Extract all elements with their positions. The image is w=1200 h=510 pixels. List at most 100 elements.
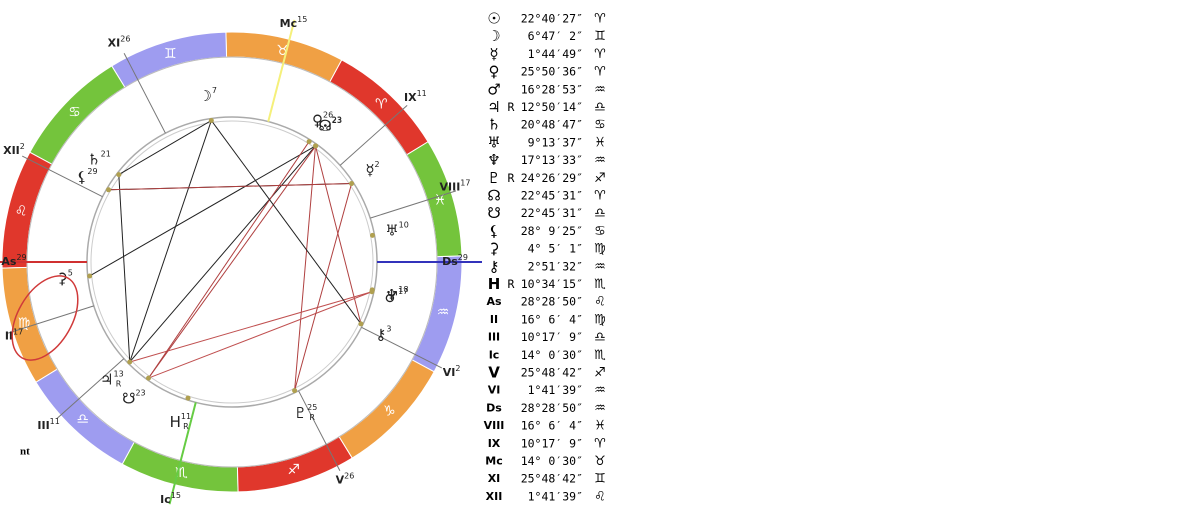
- footer-text: nt: [20, 446, 30, 458]
- planet-dot: [185, 395, 191, 401]
- planet-glyph: ♃: [100, 370, 113, 388]
- planet-glyph: ⚳: [57, 269, 68, 287]
- house-name: As: [1, 255, 17, 268]
- row-position: 20°48′47″: [521, 118, 583, 132]
- house-label: VIII17: [440, 178, 471, 194]
- row-position: 24°26′29″: [521, 171, 583, 185]
- sign-glyph: ♋: [68, 105, 81, 121]
- row-retro: R: [508, 100, 515, 114]
- row-sign: ♈: [594, 189, 606, 204]
- planet-glyph: ☊: [318, 116, 331, 134]
- row-symbol: ☿: [489, 45, 498, 63]
- row-symbol: XI: [488, 472, 501, 485]
- planet-glyph: ♆: [385, 285, 398, 303]
- planet-label: ♇25 R: [294, 403, 318, 422]
- planet-glyph: ☿: [365, 160, 374, 178]
- house-cusp: [361, 326, 443, 369]
- house-cusp: [21, 155, 103, 198]
- aspect-line: [108, 183, 352, 191]
- row-position: 16°28′53″: [521, 82, 583, 96]
- row-sign: ♎: [594, 206, 606, 221]
- row-symbol: ♄: [487, 116, 500, 134]
- aspect-line: [129, 120, 212, 363]
- row-sign: ♏: [594, 348, 606, 363]
- row-symbol: Mc: [485, 455, 502, 468]
- planet-degree: 7: [212, 85, 217, 94]
- planet-label: ☿2: [365, 159, 379, 178]
- house-name: V: [336, 474, 345, 487]
- planet-dot: [106, 187, 112, 193]
- planet-degree: 21: [101, 149, 111, 158]
- planet-retro: R: [116, 379, 122, 388]
- planet-retro: R: [309, 413, 315, 422]
- row-position: 6°47′ 2″: [528, 29, 583, 43]
- aspect-line: [148, 291, 373, 379]
- house-cusp: [298, 390, 341, 471]
- row-sign: ♈: [594, 436, 606, 451]
- angle-line: [168, 402, 197, 505]
- row-symbol: ⚷: [489, 257, 500, 275]
- planet-label: ♅10: [385, 220, 409, 239]
- planet-retro: R: [183, 421, 189, 430]
- planet-degree: 29: [87, 167, 97, 176]
- row-sign: ♐: [594, 171, 606, 186]
- chart-wheel: ♈♉♊♋♌♍♎♏ ♐♑♒♓As29II17III11Ic15V26VI2Ds29V…: [0, 14, 482, 506]
- sign-glyph: ♍: [18, 316, 31, 332]
- row-symbol: ♃: [487, 98, 500, 116]
- aspect-line: [89, 145, 316, 277]
- house-degree: 29: [16, 253, 26, 262]
- row-position: 25°50′36″: [521, 65, 583, 79]
- house-label: VI2: [443, 363, 461, 379]
- aspect-line: [118, 174, 131, 363]
- row-position: 16° 6′ 4″: [521, 312, 583, 326]
- row-position: 1°44′49″: [528, 47, 583, 61]
- house-name: VIII: [440, 181, 461, 194]
- planet-label: ☊23: [318, 115, 342, 134]
- row-position: 14° 0′30″: [521, 454, 583, 468]
- row-sign: ♈: [594, 12, 606, 27]
- house-cusp: [339, 104, 408, 166]
- planet-label: ☽7: [198, 85, 217, 104]
- planet-dot: [208, 117, 214, 123]
- house-name: Mc: [280, 17, 297, 30]
- aspect-line: [129, 145, 316, 363]
- planet-degree: 5: [68, 268, 73, 277]
- house-cusp: [7, 305, 94, 334]
- row-sign: ♒: [594, 383, 606, 398]
- row-symbol: ♇: [487, 169, 500, 187]
- row-symbol: ♆: [487, 151, 500, 169]
- planet-degree: 23: [332, 115, 342, 124]
- row-symbol: ☉: [487, 10, 500, 28]
- row-symbol: ⚸: [489, 222, 500, 240]
- planet-dot: [116, 172, 122, 178]
- row-symbol: VI: [488, 384, 501, 397]
- row-sign: ♍: [594, 312, 606, 327]
- planet-glyph: ♅: [385, 221, 398, 239]
- planet-label: ☉23: [318, 115, 342, 134]
- row-sign: ♉: [594, 454, 606, 469]
- planet-label: ⚷3: [375, 324, 391, 343]
- house-label: V26: [336, 471, 355, 487]
- row-sign: ♌: [594, 295, 606, 310]
- sign-glyph: ♈: [375, 97, 388, 113]
- row-sign: ♒: [594, 401, 606, 416]
- planet-glyph: ☉: [318, 116, 331, 134]
- row-position: 22°45′31″: [521, 206, 583, 220]
- planet-glyph: ☽: [198, 86, 211, 104]
- planet-degree: 13: [114, 369, 124, 378]
- row-symbol: ♀: [489, 63, 500, 81]
- house-label: XI26: [108, 34, 131, 50]
- planet-glyph: ☋: [122, 389, 135, 407]
- planet-glyph: ♄: [87, 150, 100, 168]
- row-position: 28° 9′25″: [521, 224, 583, 238]
- planet-label: ☋23: [122, 388, 146, 407]
- row-symbol: As: [486, 295, 502, 308]
- sign-glyph: ♌: [15, 203, 28, 219]
- row-symbol: III: [488, 331, 500, 344]
- house-label: III11: [37, 416, 59, 432]
- aspect-line: [148, 145, 317, 379]
- highlight-ellipse: [11, 275, 79, 361]
- aspect-line: [294, 145, 316, 391]
- planet-dot: [292, 388, 298, 394]
- row-symbol: II: [490, 313, 498, 326]
